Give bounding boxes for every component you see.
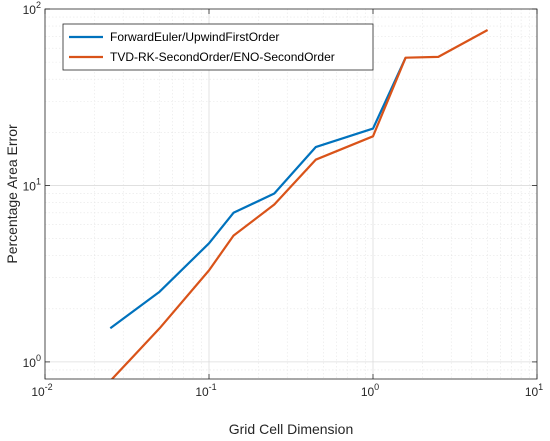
legend-label-1: ForwardEuler/UpwindFirstOrder <box>110 30 279 44</box>
plot-area <box>45 9 537 379</box>
legend-box <box>62 23 374 71</box>
legend-label-2: TVD-RK-SecondOrder/ENO-SecondOrder <box>110 50 335 64</box>
x-tick-exponent: 0 <box>374 382 379 392</box>
y-tick-exponent: 1 <box>36 176 41 186</box>
y-tick-label: 100 <box>23 353 41 370</box>
series-lines <box>109 29 489 379</box>
series-line-2 <box>110 29 489 379</box>
grid-lines <box>44 9 537 380</box>
y-axis-label: Percentage Area Error <box>4 124 20 264</box>
x-tick-label: 101 <box>525 382 543 399</box>
x-tick-exponent: -2 <box>45 382 53 392</box>
x-tick-label: 10-2 <box>31 382 52 399</box>
y-tick-label: 101 <box>23 176 41 193</box>
legend: ForwardEuler/UpwindFirstOrder TVD-RK-Seco… <box>62 23 374 71</box>
x-tick-exponent: 1 <box>538 382 543 392</box>
plot-frame <box>44 8 538 380</box>
x-tick-exponent: -1 <box>209 382 217 392</box>
y-tick-label: 102 <box>23 0 41 17</box>
series-line-1 <box>109 57 407 330</box>
x-tick-label: 10-1 <box>195 382 216 399</box>
y-tick-exponent: 0 <box>36 353 41 363</box>
x-axis-label: Grid Cell Dimension <box>229 421 353 437</box>
y-tick-exponent: 2 <box>36 0 41 10</box>
x-tick-label: 100 <box>361 382 379 399</box>
